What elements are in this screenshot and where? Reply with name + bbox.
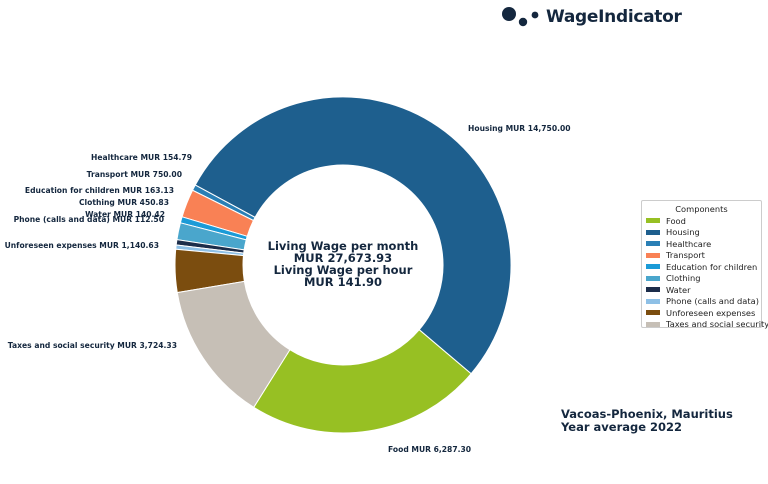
slice-food (253, 328, 472, 434)
center-monthly-value: MUR 27,673.93 (294, 251, 392, 265)
center-hourly-label: Living Wage per hour (274, 263, 413, 277)
data-label-taxes-and-social-security: Taxes and social security MUR 3,724.33 (8, 341, 177, 350)
legend-item-healthcare: Healthcare (642, 238, 761, 250)
data-label-unforeseen-expenses: Unforeseen expenses MUR 1,140.63 (5, 241, 159, 250)
data-label-housing: Housing MUR 14,750.00 (468, 124, 571, 133)
legend-swatch (646, 241, 660, 247)
location-caption: Vacoas-Phoenix, Mauritius Year average 2… (561, 408, 733, 434)
data-label-clothing: Clothing MUR 450.83 (79, 198, 169, 207)
legend-label: Education for children (666, 261, 758, 272)
legend-swatch (646, 252, 660, 258)
legend-item-housing: Housing (642, 227, 761, 239)
legend-item-education-for-children: Education for children (642, 261, 761, 273)
chart-legend: Components Food Housing Healthcare Transpor… (641, 200, 768, 331)
legend-label: Taxes and social security (666, 319, 768, 330)
legend-label: Clothing (666, 273, 701, 284)
data-label-education-for-children: Education for children MUR 163.13 (25, 186, 174, 195)
legend-swatch (646, 264, 660, 270)
legend-title: Components (675, 204, 728, 214)
legend-swatch (646, 218, 660, 224)
legend-label: Phone (calls and data) (666, 296, 759, 307)
legend-swatch (646, 298, 660, 304)
legend-item-unforeseen-expenses: Unforeseen expenses (642, 307, 761, 319)
legend-label: Food (666, 215, 686, 226)
data-label-transport: Transport MUR 750.00 (87, 170, 182, 179)
legend-label: Transport (666, 250, 705, 261)
data-label-phone-calls-and-data: Phone (calls and data) MUR 112.50 (14, 215, 164, 224)
legend-swatch (646, 275, 660, 281)
legend-swatch (646, 321, 660, 327)
legend-label: Water (666, 284, 691, 295)
data-label-healthcare: Healthcare MUR 154.79 (91, 153, 192, 162)
legend-item-phone-calls-and-data: Phone (calls and data) (642, 296, 761, 308)
brand-name: WageIndicator (546, 7, 682, 27)
center-hourly-value: MUR 141.90 (304, 275, 382, 289)
slice-housing (194, 96, 512, 375)
legend-item-transport: Transport (642, 250, 761, 262)
center-monthly-label: Living Wage per month (268, 239, 419, 253)
data-label-water: Water MUR 140.42 (85, 210, 165, 219)
legend-swatch (646, 310, 660, 316)
location-city: Vacoas-Phoenix, Mauritius (561, 407, 733, 421)
legend-label: Housing (666, 227, 700, 238)
legend-item-food: Food (642, 215, 761, 227)
legend-label: Unforeseen expenses (666, 307, 756, 318)
location-period: Year average 2022 (561, 420, 683, 434)
legend-item-water: Water (642, 284, 761, 296)
data-label-food: Food MUR 6,287.30 (388, 445, 471, 454)
legend-item-taxes-and-social-security: Taxes and social security (642, 319, 768, 331)
legend-swatch (646, 229, 660, 235)
slice-taxes-and-social-security (176, 280, 291, 409)
brand-logo: WageIndicator (500, 4, 682, 30)
wageindicator-dots-icon (502, 7, 539, 27)
legend-swatch (646, 287, 660, 293)
legend-item-clothing: Clothing (642, 273, 761, 285)
legend-label: Healthcare (666, 238, 712, 249)
